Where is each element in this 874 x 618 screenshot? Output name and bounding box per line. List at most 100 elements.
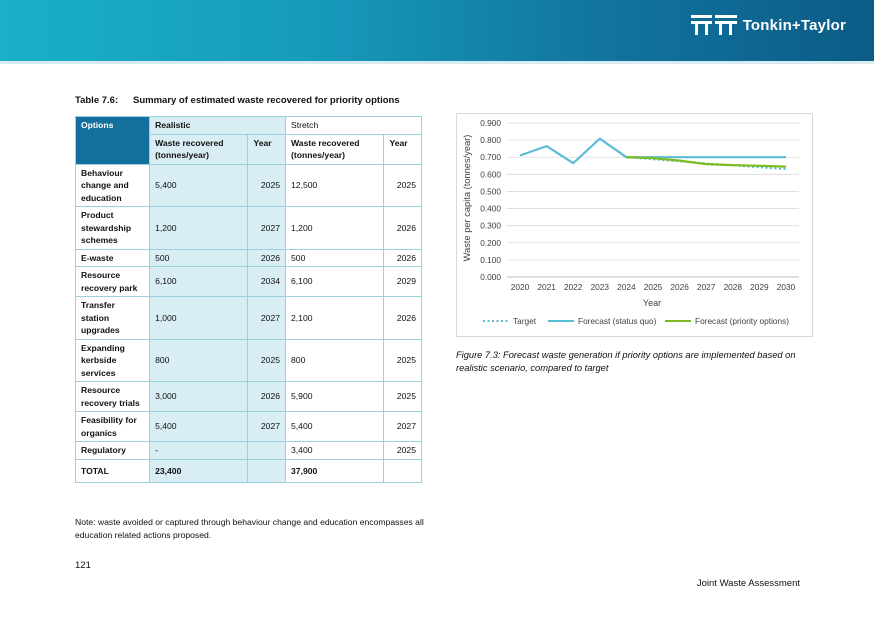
realistic-value-cell: 1,200 <box>149 206 249 250</box>
realistic-value-cell: 6,100 <box>149 266 249 297</box>
table-caption-number: Table 7.6: <box>75 95 119 106</box>
chart-legend: Target Forecast (status quo) Forecast (pri… <box>483 316 789 326</box>
option-cell: Resource recovery trials <box>74 381 151 412</box>
table-subheader-row: Waste recovered (tonnes/year) Year Waste… <box>76 133 422 165</box>
table-row: Resource recovery park 6,100 2034 6,100 2029 <box>74 266 422 297</box>
stretch-value-cell: 6,100 <box>285 266 385 297</box>
stretch-year-cell: 2025 <box>383 441 422 460</box>
x-tick-label: 2027 <box>697 282 716 292</box>
realistic-year-cell: 2027 <box>247 296 287 340</box>
table-row: Expanding kerbside services 800 2025 800 202… <box>74 338 422 382</box>
table-caption: Table 7.6: Summary of estimated waste rec… <box>75 95 400 106</box>
series-line-1 <box>519 137 786 165</box>
realistic-value-cell: - <box>149 441 249 460</box>
y-tick-label: 0.500 <box>480 186 501 196</box>
realistic-value-cell: 5,400 <box>149 163 249 207</box>
stretch-year-cell: 2025 <box>383 338 422 382</box>
subheader-stretch-waste: Waste recovered (tonnes/year) <box>285 133 385 165</box>
total-stretch: 37,900 <box>285 458 385 483</box>
header-banner <box>0 0 874 61</box>
realistic-value-cell: 5,400 <box>149 411 249 442</box>
stretch-year-cell: 2025 <box>383 163 422 207</box>
total-row: TOTAL 23,400 37,900 <box>74 458 422 483</box>
subheader-realistic-waste: Waste recovered (tonnes/year) <box>149 133 249 165</box>
total-realistic: 23,400 <box>149 458 249 483</box>
brand-name: Tonkin+Taylor <box>742 16 846 34</box>
option-cell: Product stewardship schemes <box>74 206 151 250</box>
stretch-year-cell: 2027 <box>383 411 422 442</box>
chart-gridlines <box>507 122 799 278</box>
x-tick-label: 2024 <box>617 282 636 292</box>
chart-svg: 0.000 0.100 0.200 0.300 0.400 0.500 0.600 0.700… <box>462 118 799 326</box>
page-number: 121 <box>75 560 91 571</box>
stretch-value-cell: 1,200 <box>285 206 385 250</box>
y-tick-label: 0.600 <box>480 169 501 179</box>
x-tick-label: 2020 <box>511 282 530 292</box>
waste-recovered-table: Options Realistic Stretch Waste recovere… <box>74 116 422 483</box>
realistic-year-cell: 2027 <box>247 411 287 442</box>
table-header-row: Options Realistic Stretch <box>74 116 422 165</box>
x-tick-label: 2023 <box>591 282 610 292</box>
x-axis-label: Year <box>643 298 661 308</box>
realistic-value-cell: 1,000 <box>149 296 249 340</box>
x-tick-label: 2025 <box>644 282 663 292</box>
stretch-value-cell: 3,400 <box>285 441 385 460</box>
table-row: Resource recovery trials 3,000 2026 5,900 20… <box>74 381 422 412</box>
y-tick-label: 0.300 <box>480 221 501 231</box>
waste-forecast-chart: 0.000 0.100 0.200 0.300 0.400 0.500 0.600 0.700… <box>456 113 813 337</box>
company-logo: Tonkin+Taylor <box>690 15 846 35</box>
x-tick-label: 2022 <box>564 282 583 292</box>
stretch-year-cell: 2029 <box>383 266 422 297</box>
tt-logo-icon <box>690 15 737 35</box>
y-tick-label: 0.900 <box>480 118 501 128</box>
x-tick-label: 2026 <box>670 282 689 292</box>
stretch-year-cell: 2026 <box>383 206 422 250</box>
header-stretch: Stretch <box>285 116 422 135</box>
table-row: Behaviour change and education 5,400 2025 1… <box>74 163 422 207</box>
header-options: Options <box>74 116 151 165</box>
chart-series <box>519 137 787 171</box>
stretch-value-cell: 2,100 <box>285 296 385 340</box>
realistic-year-cell: 2026 <box>247 381 287 412</box>
stretch-value-cell: 800 <box>285 338 385 382</box>
y-tick-label: 0.200 <box>480 238 501 248</box>
chart-axes: 0.000 0.100 0.200 0.300 0.400 0.500 0.600 0.700… <box>480 118 799 292</box>
table-row: E-waste 500 2026 500 2026 <box>74 248 422 267</box>
option-cell: Behaviour change and education <box>74 163 151 207</box>
option-cell: E-waste <box>74 248 151 267</box>
realistic-value-cell: 800 <box>149 338 249 382</box>
total-label: TOTAL <box>74 458 151 483</box>
stretch-year-cell: 2026 <box>383 296 422 340</box>
realistic-year-cell: 2025 <box>247 338 287 382</box>
table-row: Regulatory - 3,400 2025 <box>74 441 422 460</box>
stretch-year-cell: 2025 <box>383 381 422 412</box>
figure-caption: Figure 7.3: Forecast waste generation if… <box>456 350 796 373</box>
y-tick-label: 0.100 <box>480 255 501 265</box>
realistic-year-cell: 2027 <box>247 206 287 250</box>
y-tick-label: 0.800 <box>480 135 501 145</box>
x-tick-label: 2030 <box>777 282 796 292</box>
footer-document-title: Joint Waste Assessment <box>696 578 800 589</box>
option-cell: Expanding kerbside services <box>74 338 151 382</box>
option-cell: Transfer station upgrades <box>74 296 151 340</box>
realistic-year-cell: 2034 <box>247 266 287 297</box>
stretch-value-cell: 500 <box>285 248 385 267</box>
realistic-year-cell: 2026 <box>247 248 287 267</box>
stretch-year-cell: 2026 <box>383 248 422 267</box>
y-axis-label: Waste per capita (tonnes/year) <box>462 135 472 262</box>
legend-label-2: Forecast (priority options) <box>695 316 789 326</box>
table-row: Transfer station upgrades 1,000 2027 2,100 2… <box>74 296 422 340</box>
realistic-value-cell: 500 <box>149 248 249 267</box>
legend-label-0: Target <box>513 316 537 326</box>
option-cell: Regulatory <box>74 441 151 460</box>
y-tick-label: 0.400 <box>480 204 501 214</box>
table-caption-title: Summary of estimated waste recovered for… <box>133 95 400 106</box>
subheader-stretch-year: Year <box>383 133 422 165</box>
total-realistic-year <box>247 458 287 483</box>
stretch-value-cell: 5,900 <box>285 381 385 412</box>
x-tick-label: 2029 <box>750 282 769 292</box>
realistic-year-cell <box>247 441 287 460</box>
header-divider <box>0 61 874 64</box>
realistic-year-cell: 2025 <box>247 163 287 207</box>
x-tick-label: 2021 <box>537 282 556 292</box>
